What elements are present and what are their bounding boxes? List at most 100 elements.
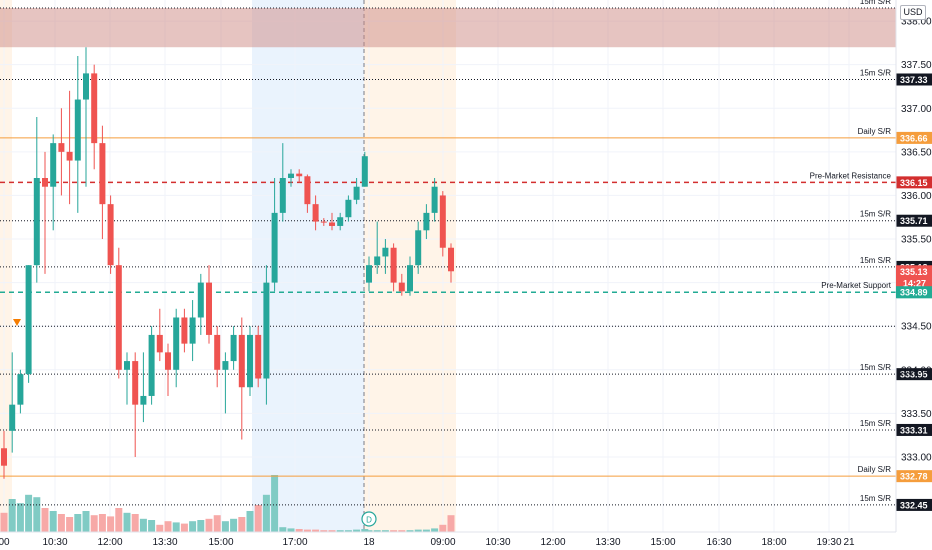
candle-body: [25, 265, 32, 375]
currency-label[interactable]: USD: [900, 5, 926, 20]
candle-body: [189, 317, 196, 344]
level-label: Pre-Market Resistance: [810, 171, 892, 180]
price-tag: [896, 470, 932, 483]
candle-body: [329, 222, 335, 226]
time-tick-label: 10:30: [485, 537, 510, 548]
candle-body: [288, 173, 294, 178]
price-axis[interactable]: 337.33336.66336.15335.71335.18334.89333.…: [895, 0, 932, 550]
price-tick-label: 337.50: [901, 60, 932, 71]
candle-body: [9, 404, 16, 431]
time-axis[interactable]: 00 10:30 12:00 13:30 15:00 17:00 18 09:00 10:30 1…: [0, 531, 932, 550]
afterhours-session-bg: [252, 0, 364, 532]
candle-body: [222, 361, 229, 370]
candle-body: [206, 282, 212, 335]
candle-body: [156, 334, 163, 353]
time-tick-label: 21: [843, 537, 855, 548]
volume-bar: [344, 530, 352, 532]
candle-body: [448, 247, 454, 272]
level-lines: 15m S/R 15m S/R Daily S/R Pre-Market Resist…: [0, 0, 896, 506]
time-tick-label: 12:00: [97, 537, 122, 548]
price-tick-label: 333.00: [901, 452, 932, 463]
price-tag-label: 337.33: [900, 75, 928, 85]
volume-bar: [0, 512, 8, 532]
price-tag: [896, 286, 932, 299]
candle-body: [304, 176, 311, 205]
volume-bar: [66, 517, 74, 532]
volume-bar: [328, 530, 336, 532]
countdown-label: 14:27: [903, 278, 926, 288]
volume-bar: [98, 514, 106, 532]
volume-bar: [164, 521, 172, 532]
zones: [0, 8, 896, 48]
price-tick-label: 334.50: [901, 322, 932, 333]
time-axis-bg: [0, 532, 932, 550]
price-tick-label: 338.00: [901, 17, 932, 28]
volume-bar: [406, 530, 414, 532]
candle-body: [173, 317, 180, 370]
level-label: Daily S/R: [858, 465, 892, 474]
volume-bar: [189, 521, 197, 532]
candle-body: [247, 334, 253, 388]
candle-body: [279, 178, 286, 213]
volume-bar: [156, 524, 164, 532]
volume-bar: [381, 530, 389, 532]
price-tag-label: 336.66: [900, 133, 928, 143]
time-tick-label: 13:30: [595, 537, 620, 548]
price-tag-label: 333.31: [900, 425, 928, 435]
volume-bar: [57, 514, 65, 532]
volume-bar: [139, 518, 147, 532]
time-tick-label: 16:30: [706, 537, 731, 548]
candle-body: [115, 265, 122, 370]
resistance-zone: [0, 8, 896, 48]
volume-bar: [336, 530, 344, 532]
volume-bar: [414, 529, 422, 532]
price-tag: [896, 176, 932, 189]
volume-bar: [82, 511, 90, 532]
price-tag: [896, 131, 932, 144]
candle-body: [337, 217, 344, 226]
candle-body: [415, 230, 422, 266]
price-tag: [896, 368, 932, 381]
time-tick-label: 17:00: [282, 537, 307, 548]
volume-bar: [41, 508, 49, 532]
candle-body: [353, 186, 360, 200]
volume-bars: [0, 475, 455, 532]
time-tick-label: 19:30: [816, 537, 841, 548]
candle-body: [58, 143, 65, 152]
candle-body: [374, 256, 381, 266]
time-tick-label: 18: [363, 537, 375, 548]
dividend-marker-label: D: [366, 516, 372, 525]
candle-body: [91, 73, 98, 144]
level-label: 15m S/R: [860, 419, 891, 428]
time-tick-label: 10:30: [42, 537, 67, 548]
candle-body: [140, 395, 147, 405]
candle-body: [148, 334, 155, 396]
volume-bar: [90, 515, 98, 532]
time-tick-label: 13:30: [152, 537, 177, 548]
markers: D: [13, 319, 377, 527]
candle-body: [296, 173, 303, 177]
volume-bar: [25, 494, 33, 532]
volume-bar: [353, 529, 361, 532]
volume-bar: [213, 515, 221, 532]
candle-body: [390, 247, 397, 283]
candle-body: [345, 199, 352, 218]
price-tick-label: 333.50: [901, 409, 932, 420]
price-tag: [896, 73, 932, 86]
volume-bar: [74, 514, 82, 532]
volume-bar: [123, 512, 131, 532]
level-label: 15m S/R: [860, 0, 891, 6]
candle-body: [83, 73, 89, 100]
candle-body: [361, 156, 368, 187]
premarket-session-bg: [0, 0, 12, 532]
candle-body: [74, 99, 81, 161]
dividend-marker-icon: [361, 511, 377, 527]
price-tick-label: 334.00: [901, 365, 932, 376]
volume-bar: [447, 515, 455, 532]
time-tick-label: 09:00: [430, 537, 455, 548]
volume-bar: [49, 511, 57, 532]
price-tick-label: 337.00: [901, 104, 932, 115]
time-tick-label: 15:00: [208, 537, 233, 548]
price-tag-label: 332.78: [900, 472, 928, 482]
